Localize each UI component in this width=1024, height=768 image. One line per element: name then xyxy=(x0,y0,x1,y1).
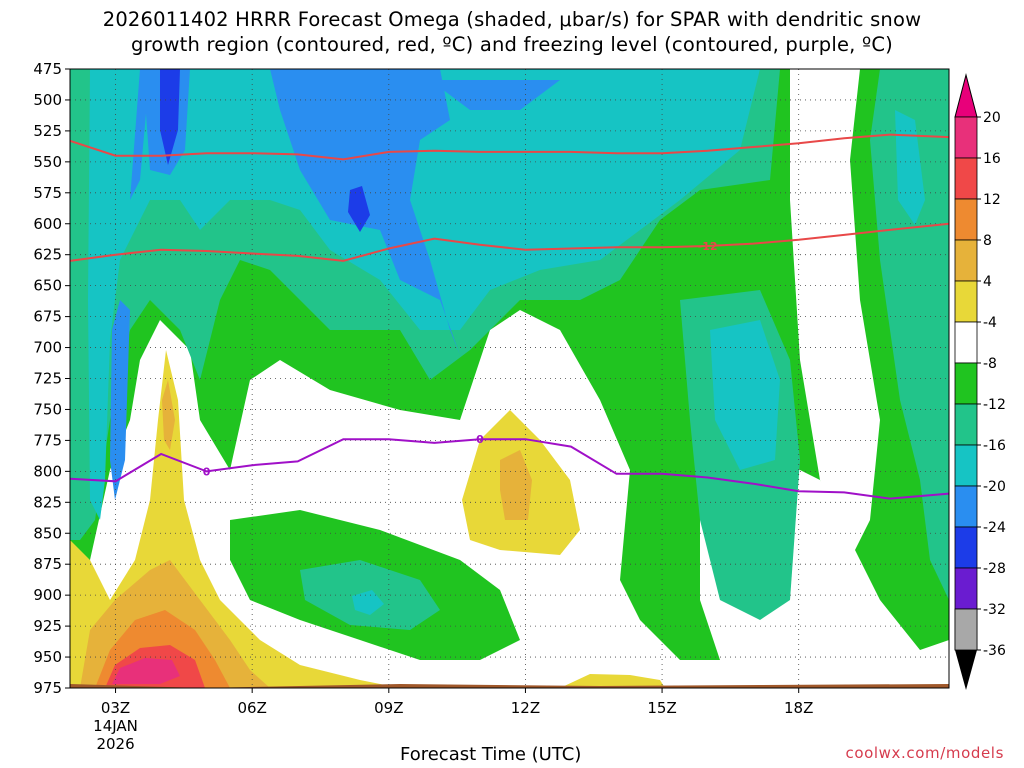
omega-shading xyxy=(70,69,949,688)
colorbar-label: -16 xyxy=(983,438,1006,454)
x-tick-label: 15Z xyxy=(647,699,676,717)
chart-title-line-2: growth region (contoured, red, ºC) and f… xyxy=(131,33,893,56)
y-tick-label: 975 xyxy=(33,679,62,697)
chart-title-line-1: 2026011402 HRRR Forecast Omega (shaded, … xyxy=(102,8,922,31)
grid-lines xyxy=(70,69,949,688)
y-axis-ticks: 475 500 525 550 575 600 625 650 675 700 725 750 775 8… xyxy=(33,60,70,697)
omega-fill-blue xyxy=(110,69,560,500)
colorbar-top-arrow xyxy=(954,73,978,118)
omega-fill-cyan-right xyxy=(710,320,780,470)
omega-fill-cyan-far-right xyxy=(895,110,925,225)
y-tick-label: 500 xyxy=(33,91,62,109)
y-tick-label: 875 xyxy=(33,555,62,573)
colorbar-label: -24 xyxy=(983,520,1006,536)
colorbar-swatch xyxy=(954,608,978,651)
colorbar-label: 12 xyxy=(983,192,1001,208)
colorbar-swatch xyxy=(954,239,978,282)
omega-fill-cyan xyxy=(88,69,760,520)
omega-fill-pink xyxy=(112,658,180,684)
colorbar-swatch xyxy=(954,567,978,610)
colorbar-swatch xyxy=(954,198,978,241)
y-tick-label: 925 xyxy=(33,617,62,635)
credit-text[interactable]: coolwx.com/models xyxy=(845,744,1004,762)
colorbar-swatch xyxy=(954,362,978,405)
colorbar-label: -28 xyxy=(983,561,1006,577)
colorbar-label: -8 xyxy=(983,356,997,372)
colorbar-label: 20 xyxy=(983,110,1001,126)
colorbar-swatch xyxy=(954,280,978,323)
y-tick-label: 675 xyxy=(33,308,62,326)
colorbar-bottom-arrow xyxy=(955,650,977,690)
y-tick-label: 625 xyxy=(33,246,62,264)
y-tick-label: 900 xyxy=(33,586,62,604)
x-tick-label: 12Z xyxy=(511,699,540,717)
y-tick-label: 525 xyxy=(33,122,62,140)
isotherm-lines: -12 0 0 xyxy=(69,133,950,500)
omega-fill-white-gap xyxy=(790,69,880,560)
colorbar-swatch xyxy=(954,116,978,159)
colorbar-label: 8 xyxy=(983,233,992,249)
colorbar-swatch xyxy=(954,444,978,487)
colorbar-swatch xyxy=(954,157,978,200)
contour-label: 0 xyxy=(203,465,211,478)
omega-fill-teal-far-right xyxy=(870,69,949,600)
colorbar-label: -4 xyxy=(983,315,997,331)
x-tick-label: 18Z xyxy=(784,699,813,717)
x-axis-title: Forecast Time (UTC) xyxy=(400,744,582,765)
omega-fill-gold xyxy=(80,380,532,688)
omega-fill-cyan-spot xyxy=(352,590,384,615)
contour-label: -12 xyxy=(698,240,718,253)
colorbar-label: -36 xyxy=(983,643,1006,659)
y-tick-label: 650 xyxy=(33,277,62,295)
y-tick-label: 725 xyxy=(33,370,62,388)
colorbar-swatch xyxy=(954,485,978,528)
y-tick-label: 775 xyxy=(33,431,62,449)
colorbar-label: 4 xyxy=(983,274,992,290)
y-tick-label: 550 xyxy=(33,153,62,171)
series-line-2 xyxy=(69,438,950,500)
y-tick-label: 600 xyxy=(33,215,62,233)
y-tick-label: 850 xyxy=(33,524,62,542)
y-tick-label: 750 xyxy=(33,400,62,418)
omega-fill-yellow-small xyxy=(560,674,665,688)
series-line-1 xyxy=(69,222,950,262)
x-tick-date: 14JAN xyxy=(93,717,138,735)
x-tick-label: 03Z xyxy=(101,699,130,717)
colorbar: 20 16 12 8 4 -4 -8 -12 -16 -20 -24 -28 -32 -36 xyxy=(954,73,1006,690)
colorbar-swatch xyxy=(954,526,978,569)
colorbar-label: -32 xyxy=(983,602,1006,618)
series-line-0 xyxy=(69,133,950,161)
y-tick-label: 800 xyxy=(33,462,62,480)
y-tick-label: 575 xyxy=(33,184,62,202)
x-tick-year: 2026 xyxy=(96,735,134,753)
contour-label: 0 xyxy=(476,433,484,446)
colorbar-label: -12 xyxy=(983,397,1006,413)
ground-terrain xyxy=(70,684,949,688)
x-tick-label: 09Z xyxy=(374,699,403,717)
x-tick-label: 06Z xyxy=(237,699,266,717)
y-tick-label: 475 xyxy=(33,60,62,78)
colorbar-label: -20 xyxy=(983,479,1006,495)
colorbar-swatch xyxy=(954,403,978,446)
colorbar-swatch xyxy=(954,321,978,364)
y-tick-label: 825 xyxy=(33,493,62,511)
colorbar-label: 16 xyxy=(983,151,1001,167)
y-tick-label: 950 xyxy=(33,648,62,666)
y-tick-label: 700 xyxy=(33,339,62,357)
